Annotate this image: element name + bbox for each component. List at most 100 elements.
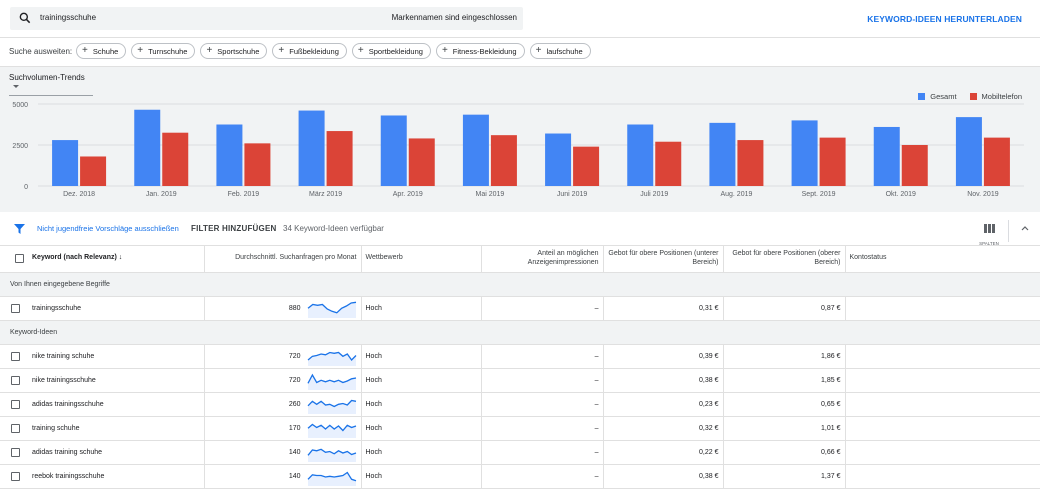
row-checkbox[interactable] xyxy=(11,303,20,313)
row-checkbox-cell xyxy=(0,416,28,441)
header-account-status[interactable]: Kontostatus xyxy=(845,246,1040,273)
bid-high-cell: 0,65 € xyxy=(723,392,846,417)
top-bar: trainingsschuhe Markennamen sind eingesc… xyxy=(0,0,1040,38)
plus-icon: + xyxy=(441,45,448,56)
table-row[interactable]: training schuhe 170 Hoch –0,32 €1,01 € xyxy=(0,416,1040,441)
header-bid-low[interactable]: Gebot für obere Positionen (unterer Bere… xyxy=(603,246,724,273)
bar-mobile[interactable] xyxy=(326,131,353,186)
bid-low-cell: 0,22 € xyxy=(603,440,724,465)
table-row[interactable]: adidas trainingsschuhe 260 Hoch –0,23 €0,65… xyxy=(0,392,1040,417)
sparkline xyxy=(307,399,356,414)
table-row[interactable]: adidas training schuhe 140 Hoch –0,22 €0,66… xyxy=(0,440,1040,465)
x-tick-label: Nov. 2019 xyxy=(967,191,998,198)
bar-mobile[interactable] xyxy=(819,137,846,186)
table-row[interactable]: trainingsschuhe 880 Hoch –0,31 €0,87 € xyxy=(0,296,1040,321)
bar-total[interactable] xyxy=(791,120,818,186)
bar-mobile[interactable] xyxy=(244,143,271,186)
broaden-search-bar: Suche ausweiten: + Schuhe + Turnschuhe + Spor… xyxy=(0,38,1040,67)
bar-total[interactable] xyxy=(627,124,654,187)
adult-filter-link[interactable]: Nicht jugendfreie Vorschläge ausschließe… xyxy=(37,224,179,233)
bar-mobile[interactable] xyxy=(901,145,928,186)
table-body: Von Ihnen eingegebene Begriffe trainings… xyxy=(0,272,1040,489)
table-row[interactable]: nike training schuhe 720 Hoch –0,39 €1,86 € xyxy=(0,344,1040,369)
avg-searches-value: 720 xyxy=(288,352,301,360)
header-keyword[interactable]: Keyword (nach Relevanz) ↓ xyxy=(28,246,205,273)
impression-share-cell: – xyxy=(481,440,604,465)
competition-cell: Hoch xyxy=(361,440,482,465)
filter-icon[interactable] xyxy=(14,224,25,234)
header-competition[interactable]: Wettbewerb xyxy=(361,246,482,273)
bar-total[interactable] xyxy=(709,122,736,186)
header-avg-searches[interactable]: Durchschnittl. Suchanfragen pro Monat xyxy=(204,246,362,273)
legend-label-mobile: Mobiltelefon xyxy=(981,92,1022,101)
columns-button[interactable]: SPALTEN xyxy=(978,220,1000,246)
row-checkbox[interactable] xyxy=(11,351,20,361)
bar-total[interactable] xyxy=(955,117,982,186)
bid-high-cell: 1,37 € xyxy=(723,464,846,489)
search-query[interactable]: trainingsschuhe xyxy=(40,13,97,22)
select-all-checkbox[interactable] xyxy=(15,253,24,263)
broaden-chip[interactable]: + Turnschuhe xyxy=(131,43,196,59)
bar-mobile[interactable] xyxy=(162,132,189,186)
avg-searches-value: 720 xyxy=(288,376,301,384)
row-checkbox[interactable] xyxy=(11,399,20,409)
bar-total[interactable] xyxy=(216,124,243,187)
search-volume-chart: 5000 2500 0 Dez. 2018 Jan. 2019 Feb. 2019 März… xyxy=(12,102,1024,198)
broaden-chip[interactable]: + Sportschuhe xyxy=(200,43,268,59)
avg-searches-value: 170 xyxy=(288,424,301,432)
group-label-entered: Von Ihnen eingegebene Begriffe xyxy=(0,272,1040,297)
download-keyword-ideas-button[interactable]: KEYWORD-IDEEN HERUNTERLADEN xyxy=(867,14,1022,24)
header-keyword-label: Keyword (nach Relevanz) xyxy=(32,254,117,262)
chip-label: Schuhe xyxy=(92,46,119,56)
search-box[interactable]: trainingsschuhe Markennamen sind eingesc… xyxy=(10,7,523,30)
impression-share-cell: – xyxy=(481,344,604,369)
y-tick-label: 2500 xyxy=(12,143,28,150)
bar-mobile[interactable] xyxy=(573,146,600,186)
row-checkbox[interactable] xyxy=(11,423,20,433)
bar-total[interactable] xyxy=(134,109,161,186)
row-checkbox[interactable] xyxy=(11,447,20,457)
bar-mobile[interactable] xyxy=(737,140,764,186)
avg-searches-cell: 140 xyxy=(204,440,362,465)
bar-mobile[interactable] xyxy=(408,138,435,186)
broaden-chip[interactable]: + Fußbekleidung xyxy=(272,43,347,59)
collapse-chevron-icon[interactable] xyxy=(1021,225,1029,231)
row-checkbox-cell xyxy=(0,392,28,417)
keyword-cell: nike training schuhe xyxy=(28,344,205,369)
sparkline-line xyxy=(307,351,356,362)
broaden-chip[interactable]: + Fitness-Bekleidung xyxy=(435,43,525,59)
bar-mobile[interactable] xyxy=(655,141,682,186)
legend-item-total: Gesamt xyxy=(918,92,957,101)
bar-mobile[interactable] xyxy=(80,156,107,186)
row-checkbox[interactable] xyxy=(11,375,20,385)
impression-share-cell: – xyxy=(481,464,604,489)
brand-note: Markennamen sind eingeschlossen xyxy=(391,13,517,22)
sparkline-area xyxy=(307,352,356,366)
sparkline-area xyxy=(307,375,356,390)
bar-mobile[interactable] xyxy=(983,137,1010,186)
header-bid-high[interactable]: Gebot für obere Positionen (oberer Berei… xyxy=(723,246,846,273)
bar-total[interactable] xyxy=(462,114,489,186)
bid-high-cell: 0,66 € xyxy=(723,440,846,465)
trend-select[interactable]: Suchvolumen-Trends xyxy=(9,73,93,96)
table-row[interactable]: reebok trainingsschuhe 140 Hoch –0,38 €1,37… xyxy=(0,464,1040,489)
bar-total[interactable] xyxy=(545,133,572,186)
broaden-chip[interactable]: + laufschuhe xyxy=(529,43,591,59)
bar-mobile[interactable] xyxy=(490,135,517,186)
x-tick-label: März 2019 xyxy=(309,191,342,198)
header-impression-share[interactable]: Anteil an möglichen Anzeigenimpressionen xyxy=(481,246,604,273)
table-row[interactable]: nike trainingsschuhe 720 Hoch –0,38 €1,85 € xyxy=(0,368,1040,393)
keyword-cell: nike trainingsschuhe xyxy=(28,368,205,393)
bar-total[interactable] xyxy=(380,115,407,186)
table-header-row: Keyword (nach Relevanz) ↓ Durchschnittl.… xyxy=(0,246,1040,273)
broaden-chip[interactable]: + Sportbekleidung xyxy=(351,43,431,59)
sparkline xyxy=(307,351,356,366)
bid-low-cell: 0,39 € xyxy=(603,344,724,369)
row-checkbox-cell xyxy=(0,344,28,369)
broaden-chip[interactable]: + Schuhe xyxy=(76,43,127,59)
bar-total[interactable] xyxy=(52,140,79,186)
bar-total[interactable] xyxy=(873,126,900,186)
bar-total[interactable] xyxy=(298,110,325,186)
add-filter-button[interactable]: FILTER HINZUFÜGEN xyxy=(191,224,277,233)
row-checkbox[interactable] xyxy=(11,471,20,481)
